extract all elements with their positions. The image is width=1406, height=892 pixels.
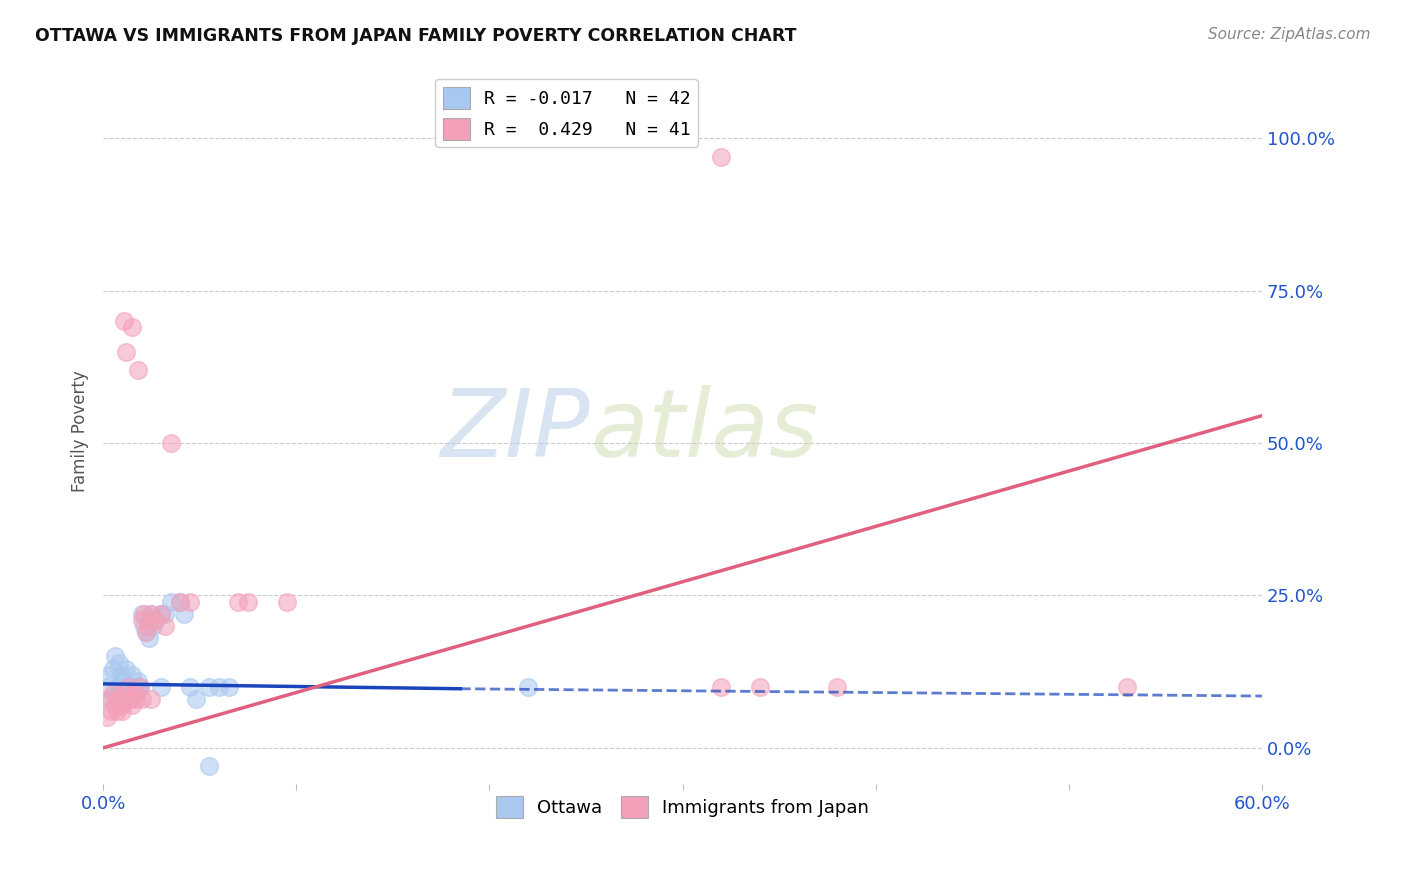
Point <box>111 704 134 718</box>
Text: Source: ZipAtlas.com: Source: ZipAtlas.com <box>1208 27 1371 42</box>
Point <box>101 686 124 700</box>
Text: OTTAWA VS IMMIGRANTS FROM JAPAN FAMILY POVERTY CORRELATION CHART: OTTAWA VS IMMIGRANTS FROM JAPAN FAMILY P… <box>35 27 797 45</box>
Point <box>97 667 120 681</box>
Text: ZIP: ZIP <box>440 385 589 476</box>
Point <box>112 686 135 700</box>
Point <box>112 314 135 328</box>
Point <box>127 363 149 377</box>
Point <box>179 680 201 694</box>
Point <box>107 656 129 670</box>
Text: atlas: atlas <box>589 385 818 476</box>
Point <box>198 759 221 773</box>
Point <box>117 680 139 694</box>
Point <box>150 680 173 694</box>
Point <box>748 680 770 694</box>
Point <box>122 686 145 700</box>
Point <box>105 704 128 718</box>
Point <box>141 607 163 621</box>
Point <box>710 680 733 694</box>
Point <box>153 607 176 621</box>
Point <box>153 619 176 633</box>
Point <box>179 594 201 608</box>
Point <box>159 436 181 450</box>
Point <box>128 680 150 694</box>
Point <box>173 607 195 621</box>
Point <box>141 607 163 621</box>
Point <box>169 594 191 608</box>
Point <box>208 680 231 694</box>
Point <box>97 692 120 706</box>
Point <box>121 320 143 334</box>
Point <box>111 673 134 688</box>
Point <box>115 344 138 359</box>
Point <box>135 625 157 640</box>
Point <box>96 680 118 694</box>
Point <box>107 692 129 706</box>
Point <box>120 692 142 706</box>
Point <box>138 631 160 645</box>
Point <box>111 698 134 713</box>
Point <box>150 607 173 621</box>
Point <box>517 680 540 694</box>
Point <box>184 692 207 706</box>
Point <box>218 680 240 694</box>
Point <box>117 680 139 694</box>
Point <box>127 673 149 688</box>
Point <box>131 607 153 621</box>
Legend: Ottawa, Immigrants from Japan: Ottawa, Immigrants from Japan <box>489 789 876 825</box>
Point <box>136 619 159 633</box>
Point <box>107 680 129 694</box>
Point <box>105 686 128 700</box>
Point <box>122 680 145 694</box>
Point <box>143 613 166 627</box>
Point <box>143 613 166 627</box>
Point <box>131 692 153 706</box>
Point <box>110 698 132 713</box>
Point <box>159 594 181 608</box>
Point <box>132 619 155 633</box>
Point <box>136 613 159 627</box>
Point <box>150 607 173 621</box>
Point <box>100 704 122 718</box>
Point <box>121 698 143 713</box>
Point <box>236 594 259 608</box>
Point <box>104 649 127 664</box>
Point <box>198 680 221 694</box>
Point <box>115 662 138 676</box>
Y-axis label: Family Poverty: Family Poverty <box>72 370 89 491</box>
Point <box>110 667 132 681</box>
Point <box>135 625 157 640</box>
Point <box>1115 680 1137 694</box>
Point <box>101 662 124 676</box>
Point <box>132 607 155 621</box>
Point <box>104 698 127 713</box>
Point <box>96 710 118 724</box>
Point <box>127 680 149 694</box>
Point <box>131 613 153 627</box>
Point <box>125 692 148 706</box>
Point <box>141 692 163 706</box>
Point <box>825 680 848 694</box>
Point <box>125 686 148 700</box>
Point <box>111 686 134 700</box>
Point <box>142 619 165 633</box>
Point <box>169 594 191 608</box>
Point <box>121 667 143 681</box>
Point <box>710 150 733 164</box>
Point <box>228 594 250 608</box>
Point <box>276 594 298 608</box>
Point <box>100 692 122 706</box>
Point <box>120 692 142 706</box>
Point <box>128 680 150 694</box>
